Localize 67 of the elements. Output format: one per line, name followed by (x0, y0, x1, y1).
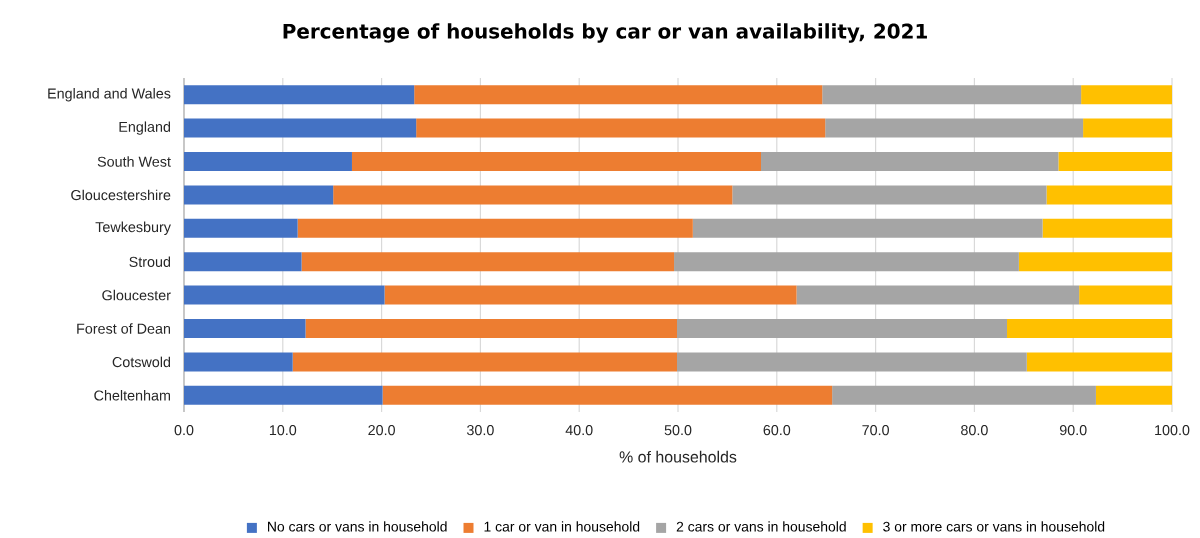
legend-label: 3 or more cars or vans in household (883, 521, 1105, 532)
bar (184, 185, 334, 205)
x-tick-label: 60.0 (763, 425, 791, 436)
x-tick-label: 70.0 (862, 425, 889, 436)
y-tick-label: Cotswold (112, 356, 171, 368)
bar (416, 118, 826, 138)
bar (1026, 352, 1173, 372)
bar (822, 85, 1082, 105)
bar (1058, 152, 1173, 172)
x-axis-title: % of households (619, 450, 737, 463)
bar (382, 385, 833, 405)
legend-label: 2 cars or vans in household (676, 521, 846, 532)
bar (1046, 185, 1173, 205)
bar (184, 118, 417, 138)
bar (292, 352, 678, 372)
y-tick-label: Forest of Dean (77, 323, 170, 334)
bar (301, 252, 675, 272)
bar (351, 152, 761, 172)
bar (1081, 85, 1173, 105)
bar (1018, 252, 1173, 272)
legend-label: 1 car or van in household (484, 521, 640, 532)
bar (1007, 319, 1173, 339)
x-tick-label: 0.0 (174, 425, 194, 436)
x-tick-label: 80.0 (961, 425, 988, 436)
y-tick-label: South West (97, 156, 171, 167)
x-tick-label: 20.0 (368, 425, 395, 436)
bar (184, 152, 352, 172)
legend-label: No cars or vans in household (268, 521, 447, 532)
bar (297, 218, 693, 238)
x-tick-label: 90.0 (1059, 425, 1087, 436)
bar (184, 218, 298, 238)
bar (384, 285, 797, 305)
y-tick-label: Gloucester (102, 289, 171, 301)
bar (184, 252, 302, 272)
y-tick-label: Cheltenham (94, 390, 170, 401)
bar (825, 118, 1084, 138)
bar (333, 185, 733, 205)
x-tick-label: 10.0 (269, 425, 297, 436)
bar (1083, 118, 1173, 138)
bar (677, 352, 1027, 372)
bar (184, 85, 415, 105)
y-tick-label: England (119, 121, 171, 135)
bar (414, 85, 823, 105)
y-tick-label: England and Wales (48, 88, 171, 102)
chart-title: Percentage of households by car or van availability, 2021 (283, 23, 927, 43)
y-tick-label: Tewkesbury (95, 221, 171, 235)
bar (692, 218, 1043, 238)
bar (732, 185, 1047, 205)
bar (1042, 218, 1173, 238)
bar (184, 319, 306, 339)
bar (674, 252, 1019, 272)
bar (677, 319, 1008, 339)
bar (832, 385, 1096, 405)
bar (761, 152, 1059, 172)
x-tick-label: 100.0 (1155, 425, 1190, 436)
bar (184, 352, 293, 372)
x-tick-label: 30.0 (466, 425, 494, 436)
bar (1079, 285, 1173, 305)
x-tick-label: 40.0 (565, 425, 593, 436)
bar (184, 285, 385, 305)
bar (1095, 385, 1173, 405)
bar (184, 385, 383, 405)
y-tick-label: Gloucestershire (71, 189, 171, 201)
x-tick-label: 50.0 (664, 425, 692, 436)
y-tick-label: Stroud (129, 256, 171, 267)
bar (796, 285, 1080, 305)
bar (305, 319, 678, 339)
